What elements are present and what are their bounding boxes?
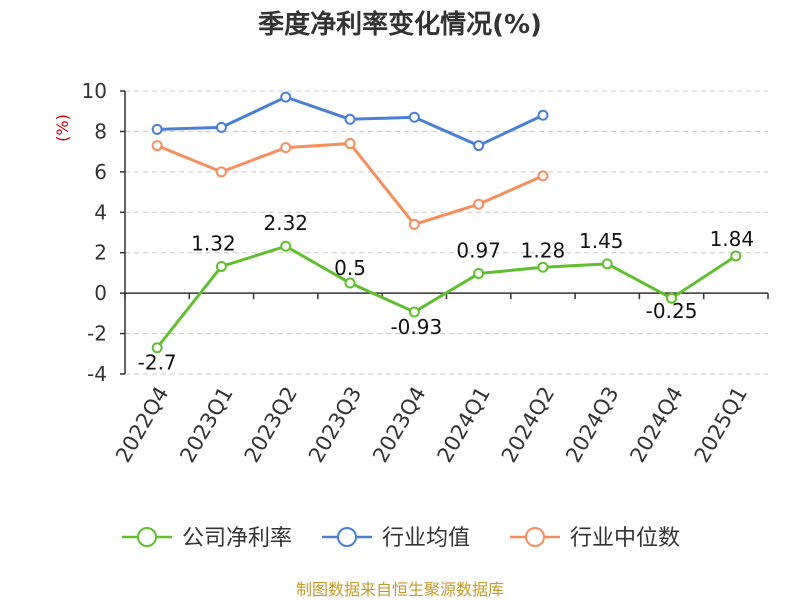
legend-label: 行业中位数: [570, 526, 680, 551]
y-tick-label: 2: [94, 241, 107, 265]
y-tick-label: 6: [94, 160, 107, 184]
y-axis-unit-label: (%): [53, 114, 72, 142]
data-label: 0.5: [334, 256, 366, 280]
data-point: [601, 258, 613, 270]
data-point: [473, 268, 485, 280]
data-point: [344, 113, 356, 125]
data-point: [537, 109, 549, 121]
data-point: [344, 138, 356, 150]
x-tick-label: 2024Q1: [433, 383, 495, 467]
data-point: [151, 140, 163, 152]
data-label: 2.32: [263, 211, 308, 235]
data-label: -0.93: [390, 315, 442, 339]
data-label: 0.97: [456, 239, 501, 263]
legend-label: 公司净利率: [182, 526, 292, 551]
x-tick-label: 2025Q1: [690, 383, 752, 467]
data-label: 1.84: [710, 227, 755, 251]
data-point: [151, 123, 163, 135]
legend: 公司净利率 行业均值 行业中位数: [122, 526, 680, 551]
data-point: [666, 292, 678, 304]
data-label: -0.25: [646, 299, 698, 323]
legend-label: 行业均值: [382, 526, 470, 551]
data-point: [215, 166, 227, 178]
y-tick-label: 8: [94, 119, 107, 143]
grid-layer: [125, 90, 768, 375]
data-label: 1.32: [191, 231, 236, 255]
x-tick-label: 2023Q4: [368, 383, 430, 467]
chart-title: 季度净利率变化情况(%): [258, 10, 542, 40]
data-point: [408, 218, 420, 230]
series-layer: [151, 91, 742, 354]
legend-marker: [525, 527, 545, 547]
legend-item-1: 行业均值: [322, 526, 470, 551]
legend-marker: [337, 527, 357, 547]
x-tick-label: 2023Q1: [175, 383, 237, 467]
data-point: [280, 91, 292, 103]
y-tick-label: -2: [87, 322, 107, 346]
legend-item-0: 公司净利率: [122, 526, 292, 551]
data-point: [215, 121, 227, 133]
data-label: 1.28: [521, 238, 566, 262]
data-point: [730, 250, 742, 262]
data-label: 1.45: [579, 229, 624, 253]
x-tick-label: 2024Q3: [561, 383, 623, 467]
source-note: 制图数据来自恒生聚源数据库: [295, 580, 504, 599]
x-tick-label: 2023Q2: [240, 383, 302, 467]
data-point: [473, 140, 485, 152]
data-label: -2.7: [138, 351, 177, 375]
data-point: [473, 198, 485, 210]
y-tick-label: 4: [94, 200, 107, 224]
y-tick-label: -4: [87, 362, 107, 386]
data-point: [408, 111, 420, 123]
data-point: [151, 342, 163, 354]
data-point: [408, 306, 420, 318]
series-0: [151, 240, 742, 354]
data-point: [280, 240, 292, 252]
y-tick-label: 0: [94, 281, 107, 305]
x-tick-label: 2023Q3: [304, 383, 366, 467]
x-tick-label: 2024Q4: [625, 383, 687, 467]
series-line: [155, 244, 737, 349]
x-tick-label: 2022Q4: [111, 383, 173, 467]
data-point: [344, 277, 356, 289]
series-2: [151, 138, 549, 230]
x-tick-label: 2024Q2: [497, 383, 559, 467]
data-point: [215, 260, 227, 272]
data-point: [537, 261, 549, 273]
legend-item-2: 行业中位数: [510, 526, 680, 551]
y-tick-label: 10: [82, 79, 107, 103]
data-label-layer: -2.7 1.32 2.32 0.5 -0.93 0.97 1.28 1.45 -0.25 1.8…: [138, 211, 754, 374]
data-point: [537, 170, 549, 182]
legend-marker: [137, 527, 157, 547]
series-1: [151, 91, 549, 152]
data-point: [280, 142, 292, 154]
